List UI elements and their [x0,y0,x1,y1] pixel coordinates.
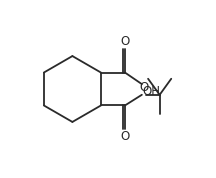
Text: O: O [120,35,130,48]
Text: OH: OH [143,85,161,98]
Text: O: O [139,81,148,94]
Text: O: O [120,130,130,143]
